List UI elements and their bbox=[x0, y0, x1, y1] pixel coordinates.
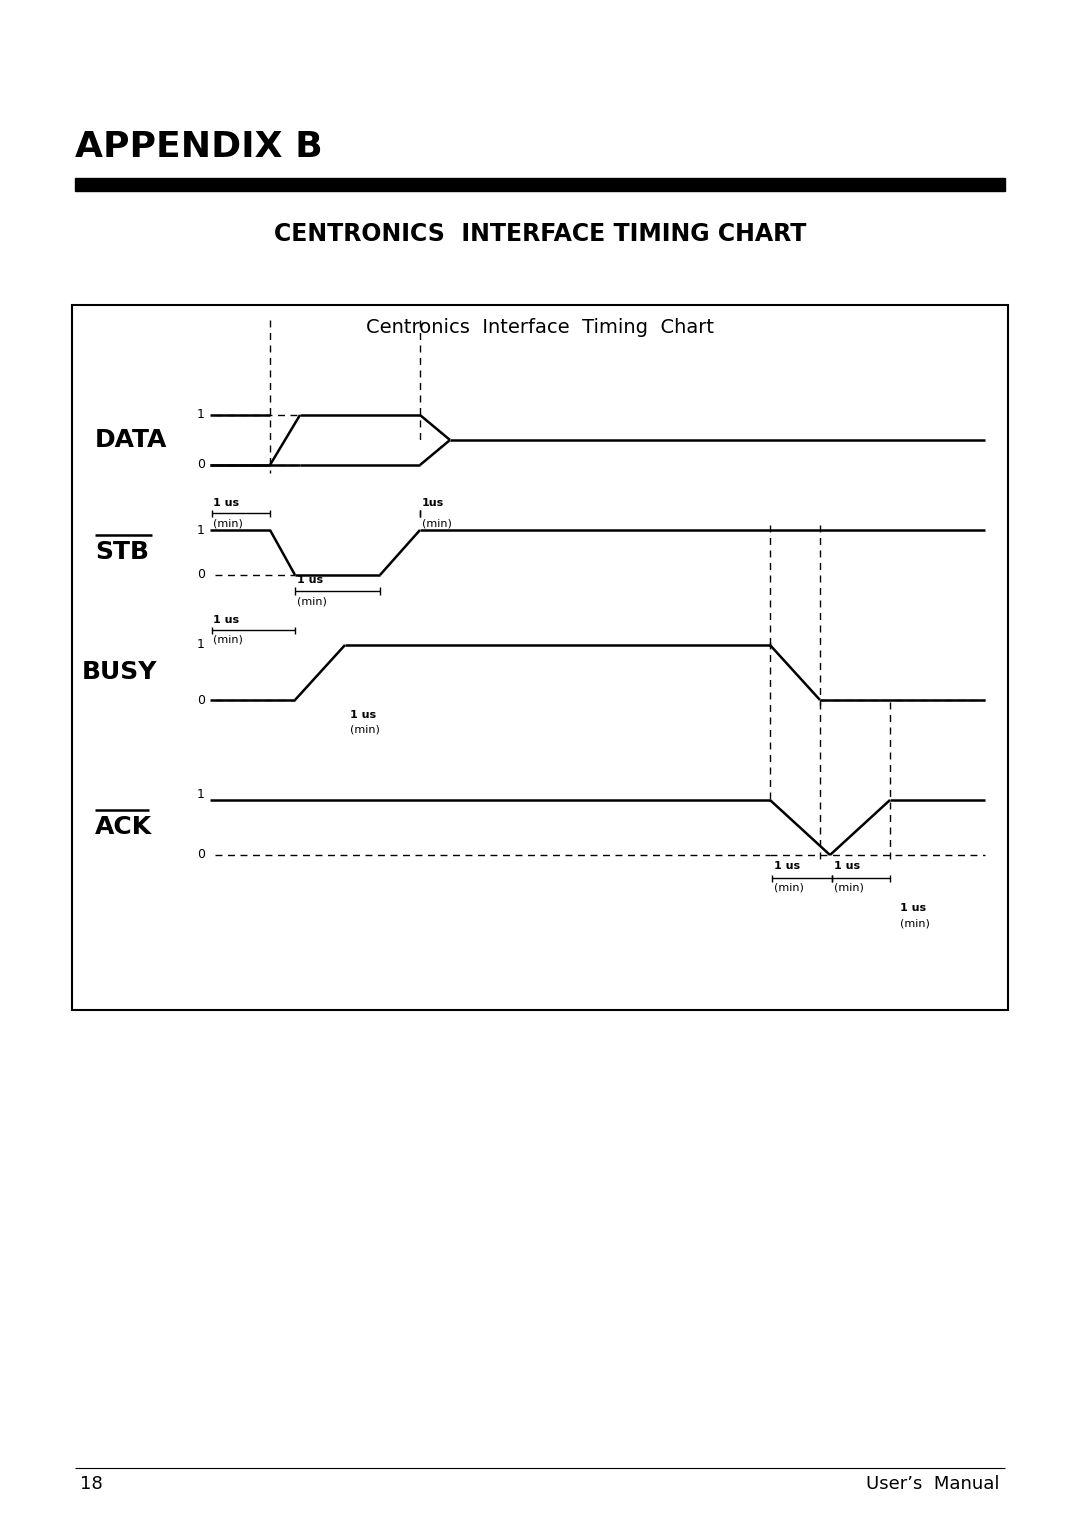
Text: 18: 18 bbox=[80, 1474, 103, 1493]
Text: STB: STB bbox=[95, 540, 149, 564]
Text: DATA: DATA bbox=[95, 429, 167, 451]
Bar bbox=[72, 306, 1008, 1009]
Text: 0: 0 bbox=[197, 848, 205, 862]
Text: 1: 1 bbox=[198, 523, 205, 537]
Bar bbox=[75, 178, 1005, 192]
Text: APPENDIX B: APPENDIX B bbox=[75, 131, 323, 164]
Text: 1 us: 1 us bbox=[834, 860, 860, 871]
Text: (min): (min) bbox=[297, 597, 327, 606]
Text: 1 us: 1 us bbox=[297, 575, 323, 585]
Text: 0: 0 bbox=[197, 459, 205, 471]
Text: 1 us: 1 us bbox=[774, 860, 800, 871]
Text: 0: 0 bbox=[197, 693, 205, 707]
Text: 0: 0 bbox=[197, 568, 205, 582]
Text: (min): (min) bbox=[213, 518, 243, 527]
Text: CENTRONICS  INTERFACE TIMING CHART: CENTRONICS INTERFACE TIMING CHART bbox=[274, 222, 806, 246]
Text: 1us: 1us bbox=[422, 499, 444, 508]
Text: (min): (min) bbox=[834, 883, 864, 894]
Text: (min): (min) bbox=[422, 518, 451, 527]
Text: 1 us: 1 us bbox=[350, 710, 376, 720]
Text: (min): (min) bbox=[213, 635, 243, 644]
Text: 1 us: 1 us bbox=[213, 616, 239, 625]
Text: (min): (min) bbox=[900, 918, 930, 929]
Text: 1: 1 bbox=[198, 789, 205, 801]
Text: Centronics  Interface  Timing  Chart: Centronics Interface Timing Chart bbox=[366, 318, 714, 337]
Text: 1: 1 bbox=[198, 638, 205, 652]
Text: (min): (min) bbox=[350, 724, 380, 734]
Text: 1 us: 1 us bbox=[213, 499, 239, 508]
Text: ACK: ACK bbox=[95, 815, 152, 839]
Text: (min): (min) bbox=[774, 883, 804, 894]
Text: 1: 1 bbox=[198, 409, 205, 421]
Text: 1 us: 1 us bbox=[900, 903, 927, 914]
Text: User’s  Manual: User’s Manual bbox=[866, 1474, 1000, 1493]
Text: BUSY: BUSY bbox=[82, 660, 158, 684]
